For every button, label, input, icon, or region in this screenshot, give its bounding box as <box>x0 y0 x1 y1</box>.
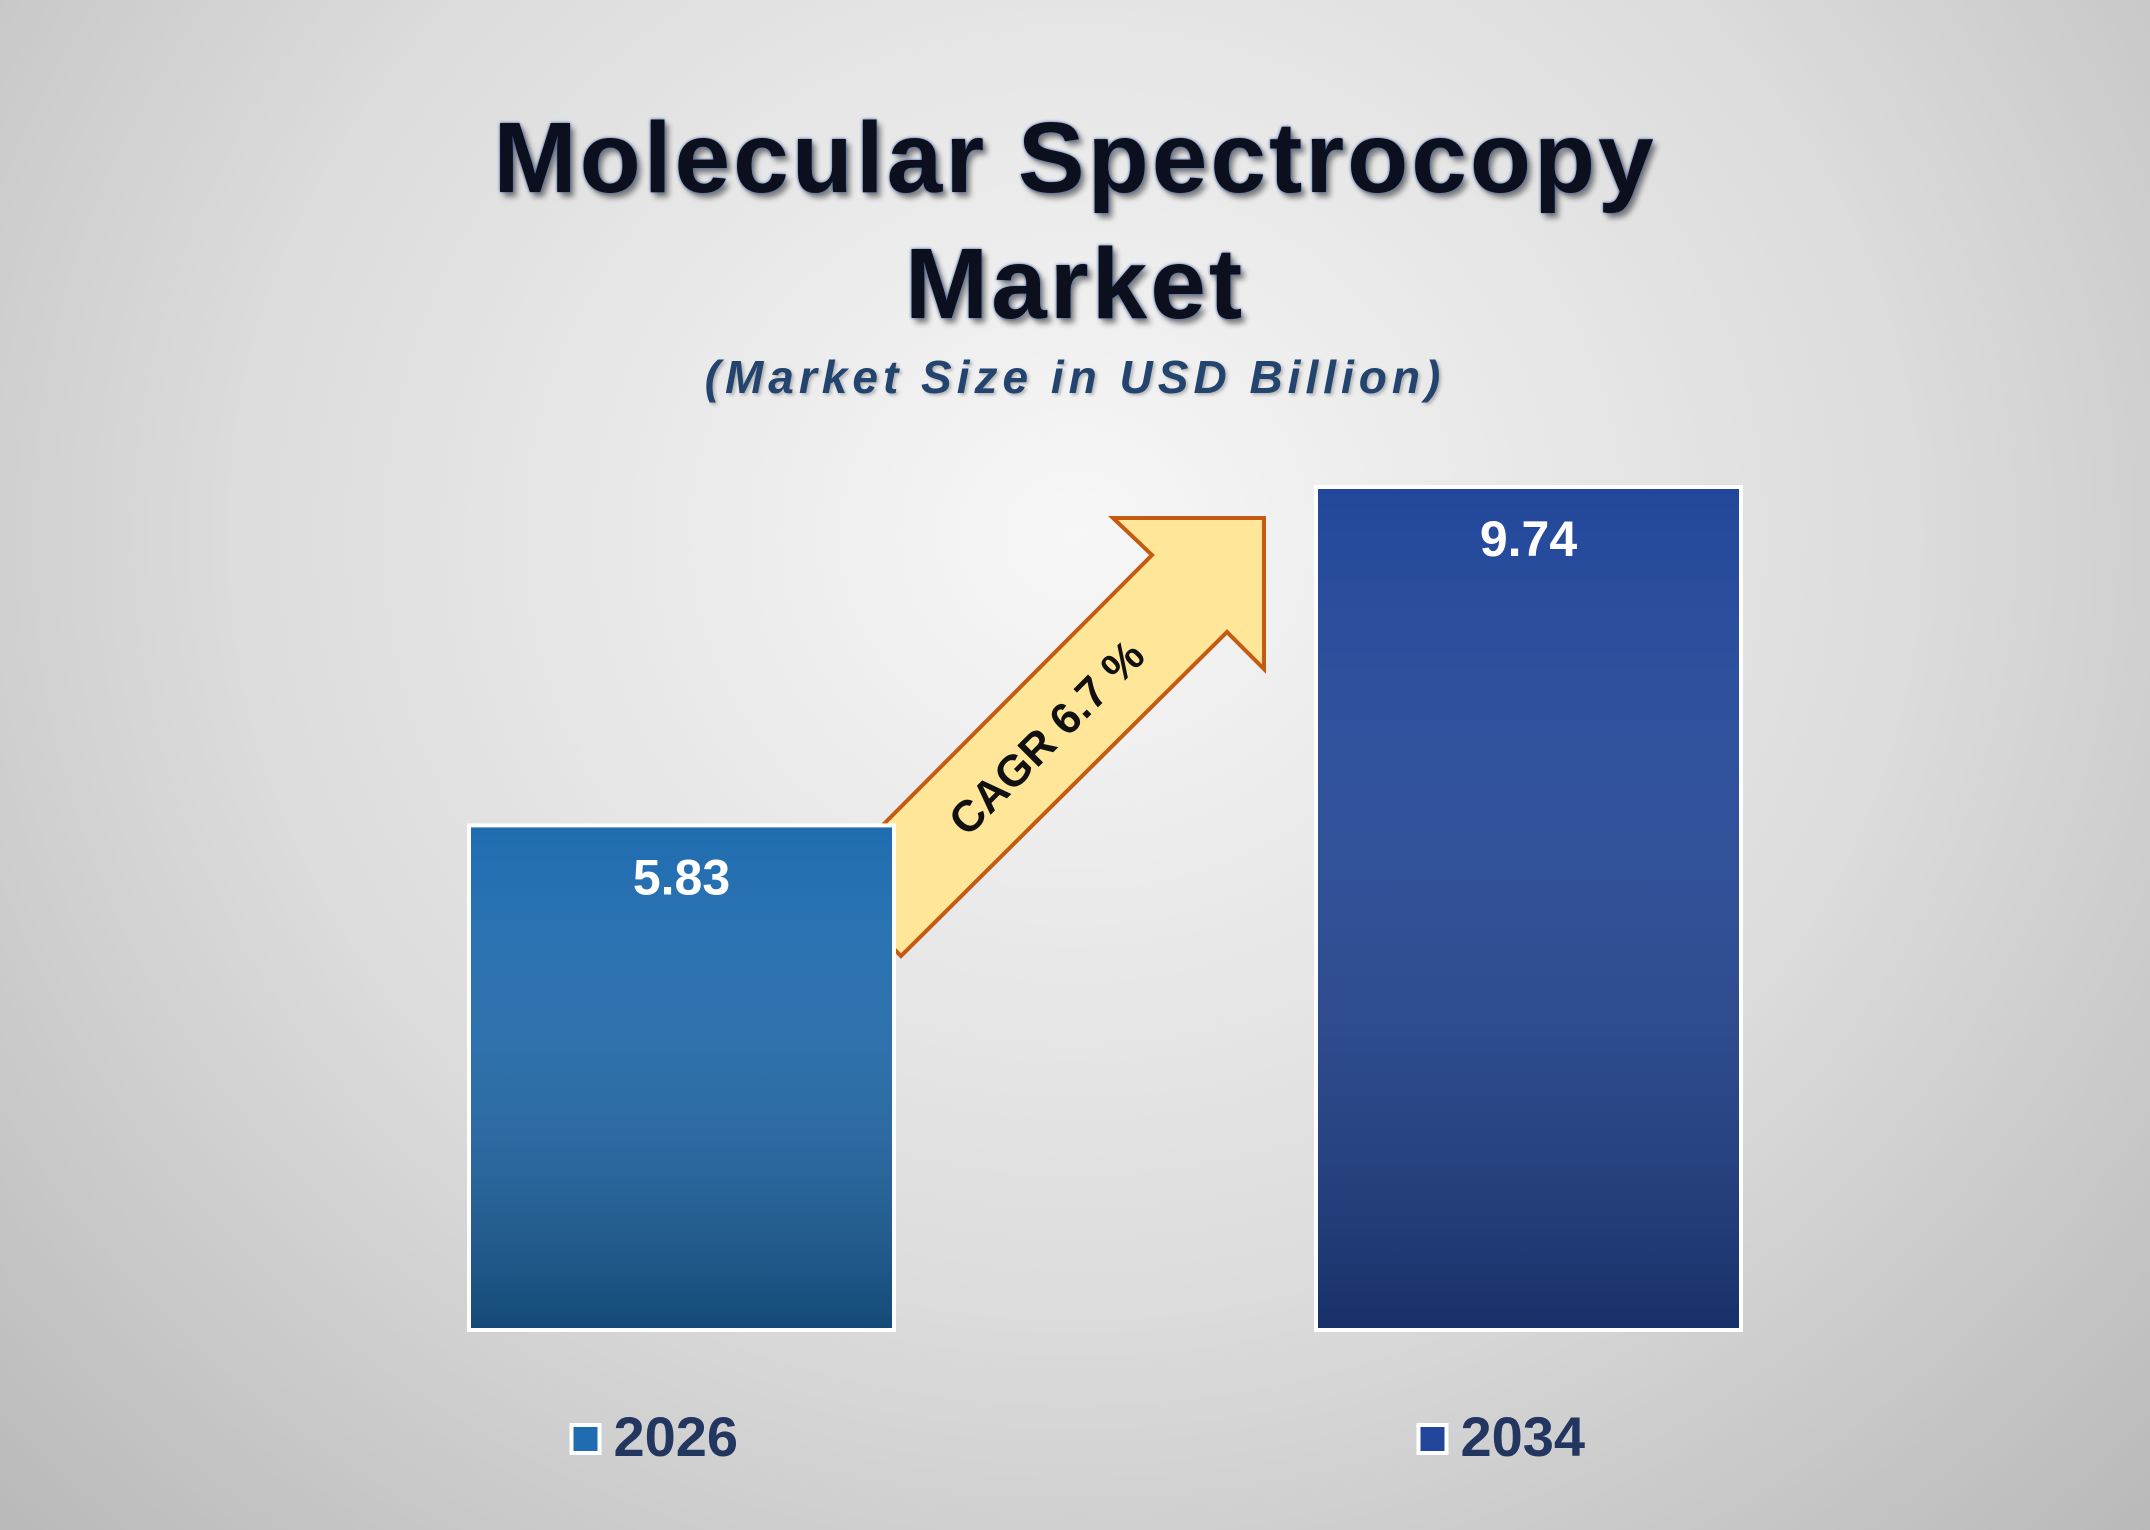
chart-subtitle: (Market Size in USD Billion) <box>704 351 1446 403</box>
legend-swatch <box>1416 1423 1449 1455</box>
data-label: 9.74 <box>1480 511 1578 567</box>
bar-shade <box>471 827 892 1328</box>
chart-title: Molecular Spectrocopy Market <box>493 102 1657 340</box>
data-label: 5.83 <box>633 850 730 906</box>
cagr-arrow <box>824 516 1266 959</box>
legend-label: 2026 <box>614 1405 739 1468</box>
bar-shade <box>1318 489 1739 1328</box>
legend-swatch <box>569 1423 602 1455</box>
legend-label: 2034 <box>1461 1405 1586 1468</box>
